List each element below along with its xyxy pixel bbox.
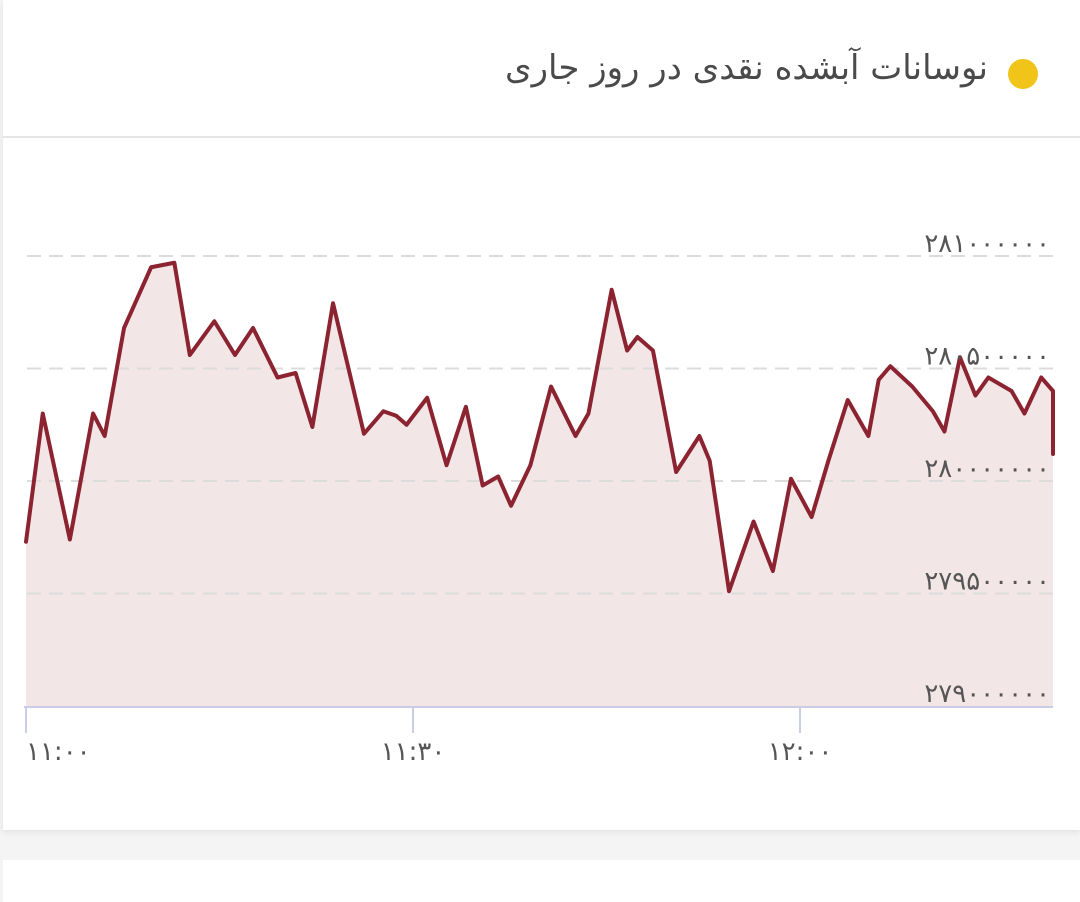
y-tick-label: ۲۸۰۰۰۰۰۰۰ — [924, 454, 1050, 484]
title-bullet-dot — [1008, 59, 1038, 89]
next-card — [3, 860, 1080, 902]
card-title: نوسانات آبشده نقدی در روز جاری — [505, 48, 988, 88]
y-tick-label: ۲۸۱۰۰۰۰۰۰ — [924, 229, 1050, 259]
price-series-line — [24, 260, 1055, 594]
x-tick-label: ۱۱:۳۰ — [381, 737, 446, 767]
area-fill — [26, 262, 1053, 706]
y-tick-label: ۲۸۰۵۰۰۰۰۰ — [924, 342, 1050, 372]
card-header: نوسانات آبشده نقدی در روز جاری — [3, 0, 1080, 138]
x-tick-label: ۱۲:۰۰ — [768, 737, 833, 767]
y-tick-label: ۲۷۹۰۰۰۰۰۰ — [924, 679, 1050, 709]
y-tick-label: ۲۷۹۵۰۰۰۰۰ — [924, 567, 1050, 597]
x-tick-label: ۱۱:۰۰ — [26, 737, 91, 767]
price-area-chart: ۲۷۹۰۰۰۰۰۰ ۲۷۹۵۰۰۰۰۰ ۲۸۰۰۰۰۰۰۰ ۲۸۰۵۰۰۰۰۰ ۲۸۱۰… — [24, 229, 1055, 767]
